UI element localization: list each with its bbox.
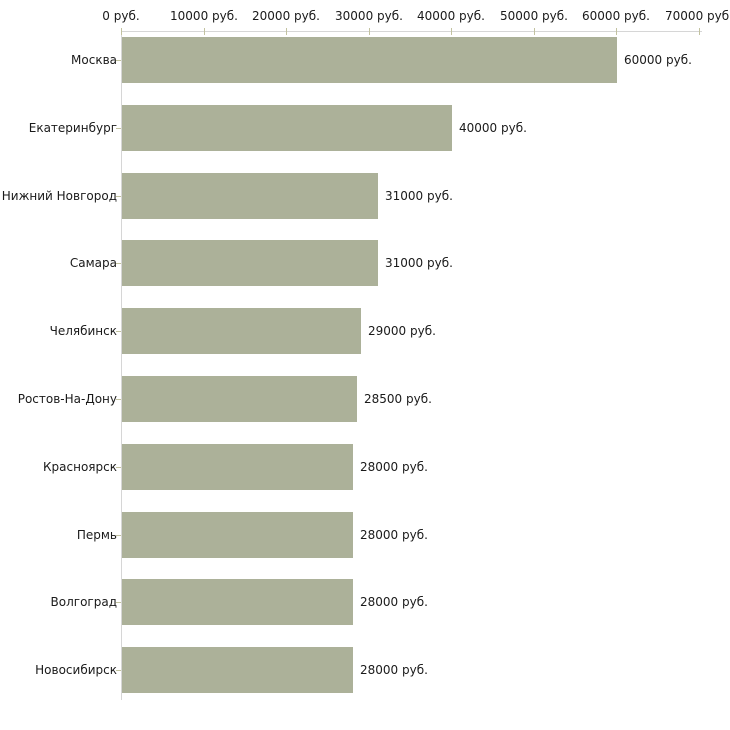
x-axis-tick [369,28,370,35]
y-axis-tick [116,602,121,603]
value-label: 28000 руб. [360,528,428,542]
bar [122,579,353,625]
x-axis-tick [699,28,700,35]
category-label: Ростов-На-Дону [17,392,117,406]
value-label: 28000 руб. [360,595,428,609]
y-axis-tick [116,535,121,536]
x-axis-tick-label: 60000 руб. [582,9,650,23]
value-label: 31000 руб. [385,256,453,270]
value-label: 31000 руб. [385,189,453,203]
x-axis-tick [451,28,452,35]
bar [122,240,378,286]
y-axis-tick [116,263,121,264]
bar [122,376,357,422]
x-axis-tick-label: 70000 руб. [665,9,730,23]
category-label: Новосибирск [35,663,117,677]
value-label: 28000 руб. [360,663,428,677]
value-label: 28000 руб. [360,460,428,474]
value-label: 40000 руб. [459,121,527,135]
y-axis-tick [116,196,121,197]
x-axis-tick-label: 30000 руб. [335,9,403,23]
x-axis-tick [616,28,617,35]
y-axis-line [121,31,122,700]
bar [122,444,353,490]
x-axis-tick [534,28,535,35]
bar [122,105,452,151]
x-axis-tick [121,28,122,35]
x-axis-tick [204,28,205,35]
y-axis-tick [116,331,121,332]
category-label: Волгоград [50,595,117,609]
category-label: Челябинск [49,324,117,338]
value-label: 60000 руб. [624,53,692,67]
y-axis-tick [116,60,121,61]
category-label: Нижний Новгород [1,189,117,203]
x-axis-tick-label: 20000 руб. [252,9,320,23]
y-axis-tick [116,399,121,400]
x-axis-tick-label: 10000 руб. [170,9,238,23]
value-label: 28500 руб. [364,392,432,406]
value-label: 29000 руб. [368,324,436,338]
bar [122,512,353,558]
x-axis-tick [286,28,287,35]
bar [122,37,617,83]
y-axis-tick [116,128,121,129]
category-label: Самара [69,256,117,270]
x-axis-tick-label: 0 руб. [102,9,140,23]
category-label: Красноярск [43,460,117,474]
y-axis-tick [116,467,121,468]
bar [122,647,353,693]
x-axis-tick-label: 40000 руб. [417,9,485,23]
x-axis-tick-label: 50000 руб. [500,9,568,23]
category-label: Москва [71,53,117,67]
x-axis-line [121,31,702,32]
bar [122,308,361,354]
category-label: Екатеринбург [28,121,117,135]
bar [122,173,378,219]
category-label: Пермь [76,528,117,542]
y-axis-tick [116,670,121,671]
